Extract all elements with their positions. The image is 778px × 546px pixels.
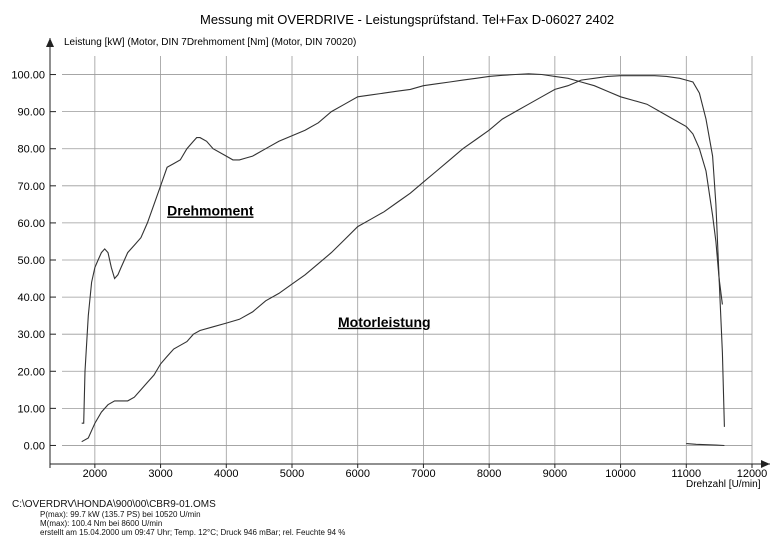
series-drehmoment-line	[81, 73, 723, 424]
series-motorleistung-line	[81, 75, 725, 443]
y-tick-label: 80.00	[17, 144, 45, 156]
y-tick-label: 10.00	[17, 403, 45, 415]
x-tick-label: 12000	[737, 468, 768, 480]
x-tick-label: 7000	[411, 468, 435, 480]
tick-labels: 2000 3000 4000 5000 6000 7000 8000 9000 10000 110…	[11, 70, 767, 480]
x-tick-label: 2000	[83, 468, 107, 480]
curve-label-motorleistung: Motorleistung	[338, 314, 431, 330]
grid	[62, 56, 753, 464]
x-tick-label: 11000	[671, 468, 701, 480]
series-auslauf-line	[686, 443, 725, 447]
x-tick-label: 9000	[543, 468, 567, 480]
y-tick-label: 70.00	[17, 181, 45, 193]
axes	[46, 38, 770, 468]
x-tick-label: 4000	[214, 468, 238, 480]
x-tick-label: 6000	[345, 468, 369, 480]
y-axis-label: Leistung [kW] (Motor, DIN 7Drehmoment [N…	[64, 37, 356, 48]
y-tick-label: 60.00	[17, 218, 45, 230]
x-tick-label: 3000	[148, 468, 172, 480]
x-tick-label: 5000	[280, 468, 304, 480]
x-axis-arrow	[761, 460, 770, 468]
power-max: P(max): 99.7 kW (135.7 PS) bei 10520 U/m…	[40, 510, 201, 519]
footer-info: C:\OVERDRV\HONDA\900\00\CBR9-01.OMS P(ma…	[12, 499, 345, 537]
y-tick-label: 30.00	[17, 329, 45, 341]
curve-label-drehmoment: Drehmoment	[167, 202, 254, 218]
y-tick-label: 90.00	[17, 107, 45, 119]
x-axis-label: Drehzahl [U/min]	[686, 479, 761, 490]
annotations: Drehmoment Motorleistung	[167, 202, 430, 329]
y-tick-label: 100.00	[11, 70, 45, 82]
file-path: C:\OVERDRV\HONDA\900\00\CBR9-01.OMS	[12, 499, 216, 510]
y-axis-arrow	[46, 38, 54, 47]
y-tick-label: 20.00	[17, 366, 45, 378]
y-tick-label: 50.00	[17, 255, 45, 267]
x-tick-label: 8000	[477, 468, 501, 480]
measurement-info: erstellt am 15.04.2000 um 09:47 Uhr; Tem…	[40, 528, 346, 537]
torque-max: M(max): 100.4 Nm bei 8600 U/min	[40, 519, 163, 528]
y-tick-label: 40.00	[17, 292, 45, 304]
chart-title: Messung mit OVERDRIVE - Leistungsprüfsta…	[200, 12, 614, 27]
series-lines	[81, 73, 725, 447]
y-tick-label: 0.00	[24, 440, 45, 452]
x-tick-label: 10000	[605, 468, 636, 480]
